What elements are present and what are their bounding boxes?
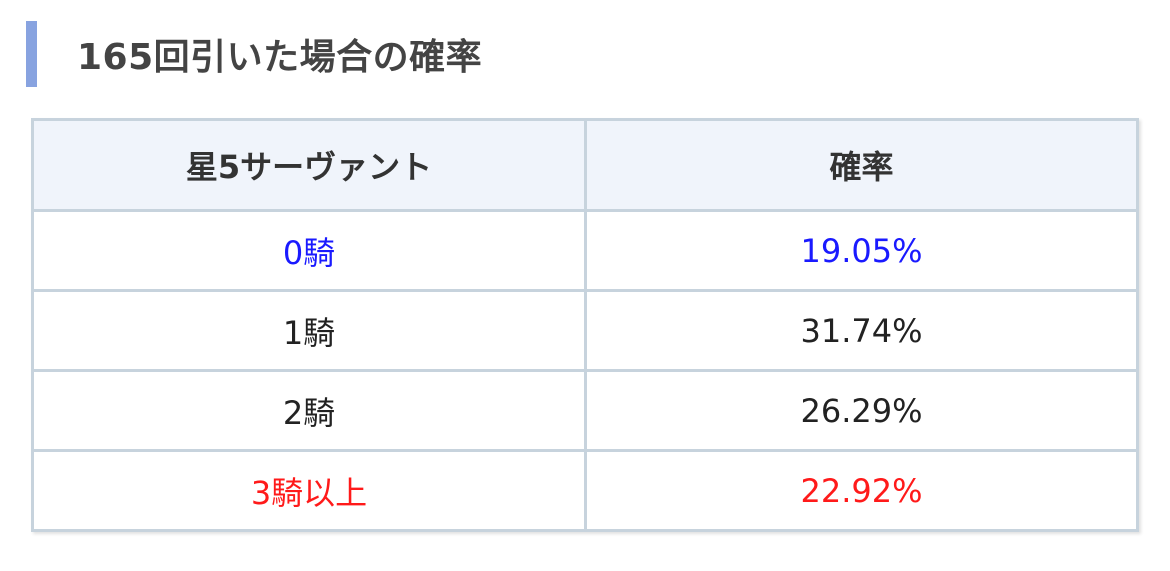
page-title: 165回引いた場合の確率 <box>77 37 483 78</box>
cell-count: 0騎 <box>31 209 587 292</box>
cell-probability: 22.92% <box>584 449 1139 532</box>
section-heading: 165回引いた場合の確率 <box>26 21 482 87</box>
cell-probability: 31.74% <box>584 289 1139 372</box>
cell-count: 2騎 <box>31 369 587 452</box>
cell-count: 1騎 <box>31 289 587 372</box>
cell-count: 3騎以上 <box>31 449 587 532</box>
probability-table: 星5サーヴァント 確率 0騎 19.05% 1騎 31.74% 2騎 26.29… <box>31 118 1139 532</box>
table-row: 3騎以上 22.92% <box>31 449 1139 532</box>
table-row: 1騎 31.74% <box>31 289 1139 372</box>
cell-probability: 19.05% <box>584 209 1139 292</box>
table-header-row: 星5サーヴァント 確率 <box>31 118 1139 212</box>
table-row: 0騎 19.05% <box>31 209 1139 292</box>
heading-accent-bar <box>26 21 37 87</box>
cell-probability: 26.29% <box>584 369 1139 452</box>
column-header-probability: 確率 <box>584 118 1139 212</box>
column-header-servants: 星5サーヴァント <box>31 118 587 212</box>
table-row: 2騎 26.29% <box>31 369 1139 452</box>
